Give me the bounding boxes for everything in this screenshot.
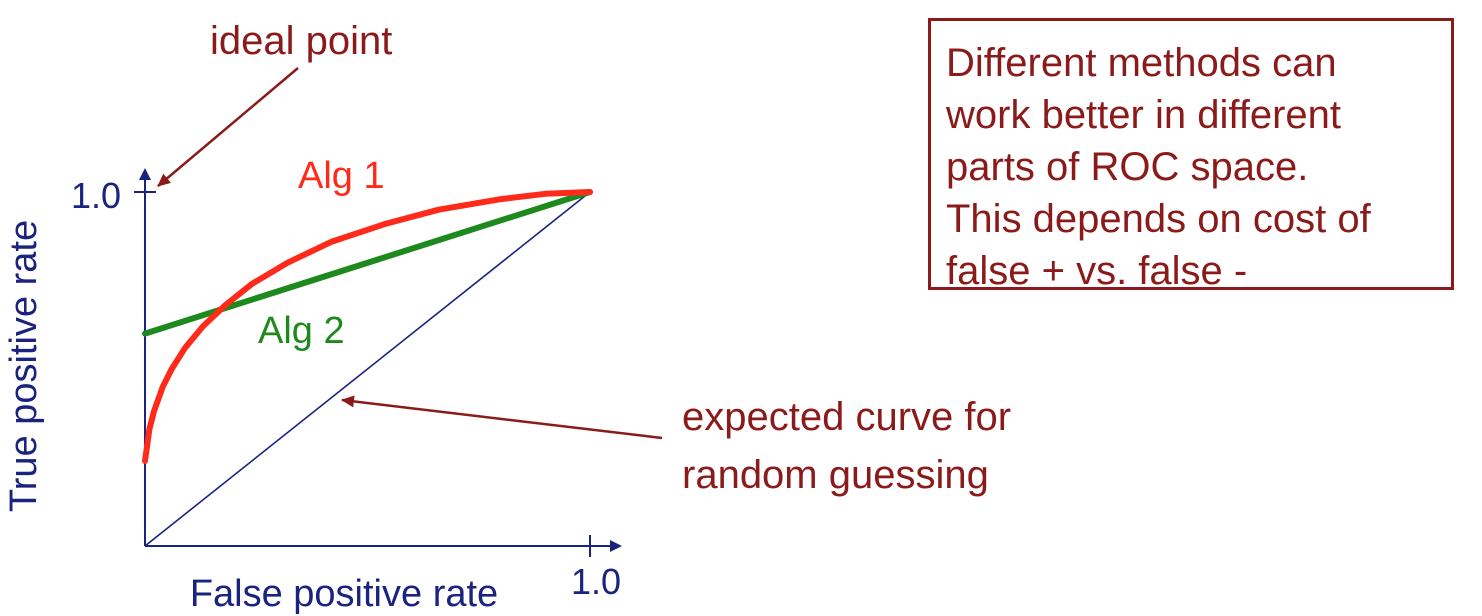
random-guess-arrow	[341, 395, 663, 440]
x-axis-label: False positive rate	[190, 573, 498, 615]
y-tick-label: 1.0	[71, 175, 121, 216]
y-axis-label: True positive rate	[3, 220, 45, 512]
note-line: This depends on cost of	[946, 197, 1371, 241]
ideal-point-arrow	[157, 67, 299, 187]
random-guess-label-line2: random guessing	[682, 453, 989, 497]
alg2-label: Alg 2	[258, 310, 345, 352]
note-line: work better in different	[946, 93, 1342, 137]
alg2-curve	[142, 189, 593, 337]
random-guess-line	[144, 191, 591, 547]
note-line: false + vs. false -	[946, 249, 1248, 293]
random-guess-label-line1: expected curve for	[682, 395, 1011, 439]
note-line: Different methods can	[946, 41, 1337, 85]
note-line: parts of ROC space.	[946, 145, 1309, 189]
note-box: Different methods can work better in dif…	[928, 18, 1454, 293]
x-tick-label: 1.0	[571, 561, 621, 602]
ideal-point-label: ideal point	[210, 19, 392, 63]
alg1-curve	[142, 189, 593, 464]
alg1-label: Alg 1	[298, 155, 385, 197]
